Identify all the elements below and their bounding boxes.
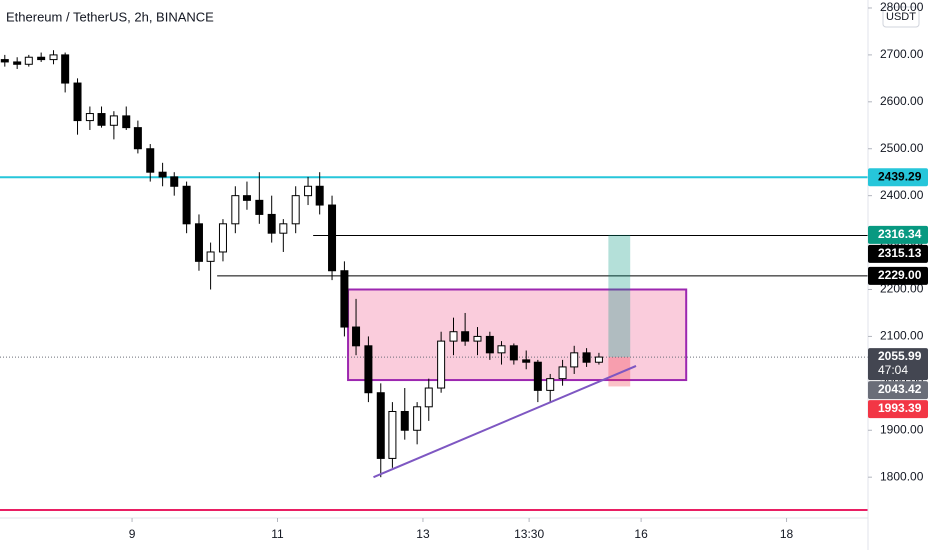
candle-body [73, 82, 82, 122]
price-label-box [868, 244, 928, 263]
candle-body [304, 185, 313, 197]
y-tick-label: 2200.00 [880, 282, 924, 296]
candle-body [449, 331, 458, 342]
price-label: 1993.39 [878, 401, 922, 415]
candle-body [315, 185, 324, 206]
y-tick-label: 1900.00 [880, 422, 924, 436]
x-tick-label: 16 [634, 527, 648, 541]
x-tick-label: 11 [271, 527, 284, 541]
price-label-box [868, 266, 928, 285]
chart-title: Ethereum / TetherUS, 2h, BINANCE [6, 9, 214, 24]
y-tick-label: 2700.00 [880, 47, 924, 61]
price-label-box [868, 381, 928, 400]
price-label: 2316.34 [878, 227, 922, 241]
currency-box [882, 6, 920, 28]
candle-body [85, 113, 94, 122]
y-tick-label: 2400.00 [880, 188, 924, 202]
candle-body [533, 361, 542, 391]
x-tick-label: 13 [416, 527, 430, 541]
candle-body [594, 356, 603, 363]
candle-body [182, 185, 191, 225]
candle-body [24, 56, 33, 65]
candle-body [206, 251, 215, 262]
y-tick-label: 1800.00 [880, 469, 924, 483]
candle-body [158, 171, 167, 178]
candle-body [109, 115, 118, 126]
price-label: 2439.29 [878, 169, 922, 183]
candle-body [473, 335, 482, 342]
candle-body [328, 204, 337, 272]
countdown: 47:04 [878, 363, 908, 377]
candle-body [509, 345, 518, 361]
candle-body [400, 410, 409, 431]
trend-line [373, 365, 637, 479]
candle-body [231, 195, 240, 225]
candle-body [582, 352, 591, 363]
candle-body [388, 410, 397, 459]
x-tick-label: 13:30 [514, 527, 544, 541]
candle-body [497, 345, 506, 354]
candle-body [279, 223, 288, 234]
candle-body [61, 54, 70, 84]
price-label-box [868, 400, 928, 419]
price-label: 2315.13 [878, 246, 922, 260]
x-tick-label: 9 [129, 527, 136, 541]
candle-body [255, 199, 264, 215]
candle-body [437, 340, 446, 389]
candle-body [546, 378, 555, 391]
candle-body [0, 59, 9, 63]
candle-body [133, 127, 142, 150]
candle-body [122, 115, 131, 129]
candle-body [97, 113, 106, 126]
position-target [608, 234, 631, 358]
price-label: 2043.42 [878, 382, 922, 396]
candle-body [352, 326, 361, 347]
candle-body [13, 61, 22, 65]
candle-body [146, 148, 155, 173]
price-label: 2229.00 [878, 268, 922, 282]
candle-body [570, 352, 579, 368]
position-stop [608, 357, 631, 387]
candle-body [218, 223, 227, 253]
candle-body [194, 223, 203, 262]
candle-body [49, 54, 58, 61]
price-label-box [868, 168, 928, 187]
candle-body [364, 345, 373, 394]
y-tick-label: 2600.00 [880, 94, 924, 108]
zone [347, 288, 688, 382]
candle-body [413, 406, 422, 431]
plot [0, 50, 868, 512]
y-tick-label: 2500.00 [880, 141, 924, 155]
candle-body [485, 335, 494, 354]
y-tick-label: 2800.00 [880, 0, 924, 14]
candle-body [461, 331, 470, 342]
candle-body [558, 366, 567, 380]
candle-body [522, 359, 531, 363]
price-label-box [868, 348, 928, 381]
candle-body [170, 176, 179, 187]
candle-body [424, 387, 433, 408]
price-label-box [868, 225, 928, 244]
candle-body [291, 195, 300, 225]
price-label: 2055.99 [878, 349, 922, 363]
x-tick-label: 18 [780, 527, 794, 541]
y-tick-label: 2100.00 [880, 329, 924, 343]
candle-body [242, 195, 251, 201]
currency: USDT [886, 11, 916, 23]
candle-body [267, 213, 276, 234]
candle-body [376, 392, 385, 459]
candle-body [37, 56, 46, 61]
candle-body [340, 270, 349, 328]
